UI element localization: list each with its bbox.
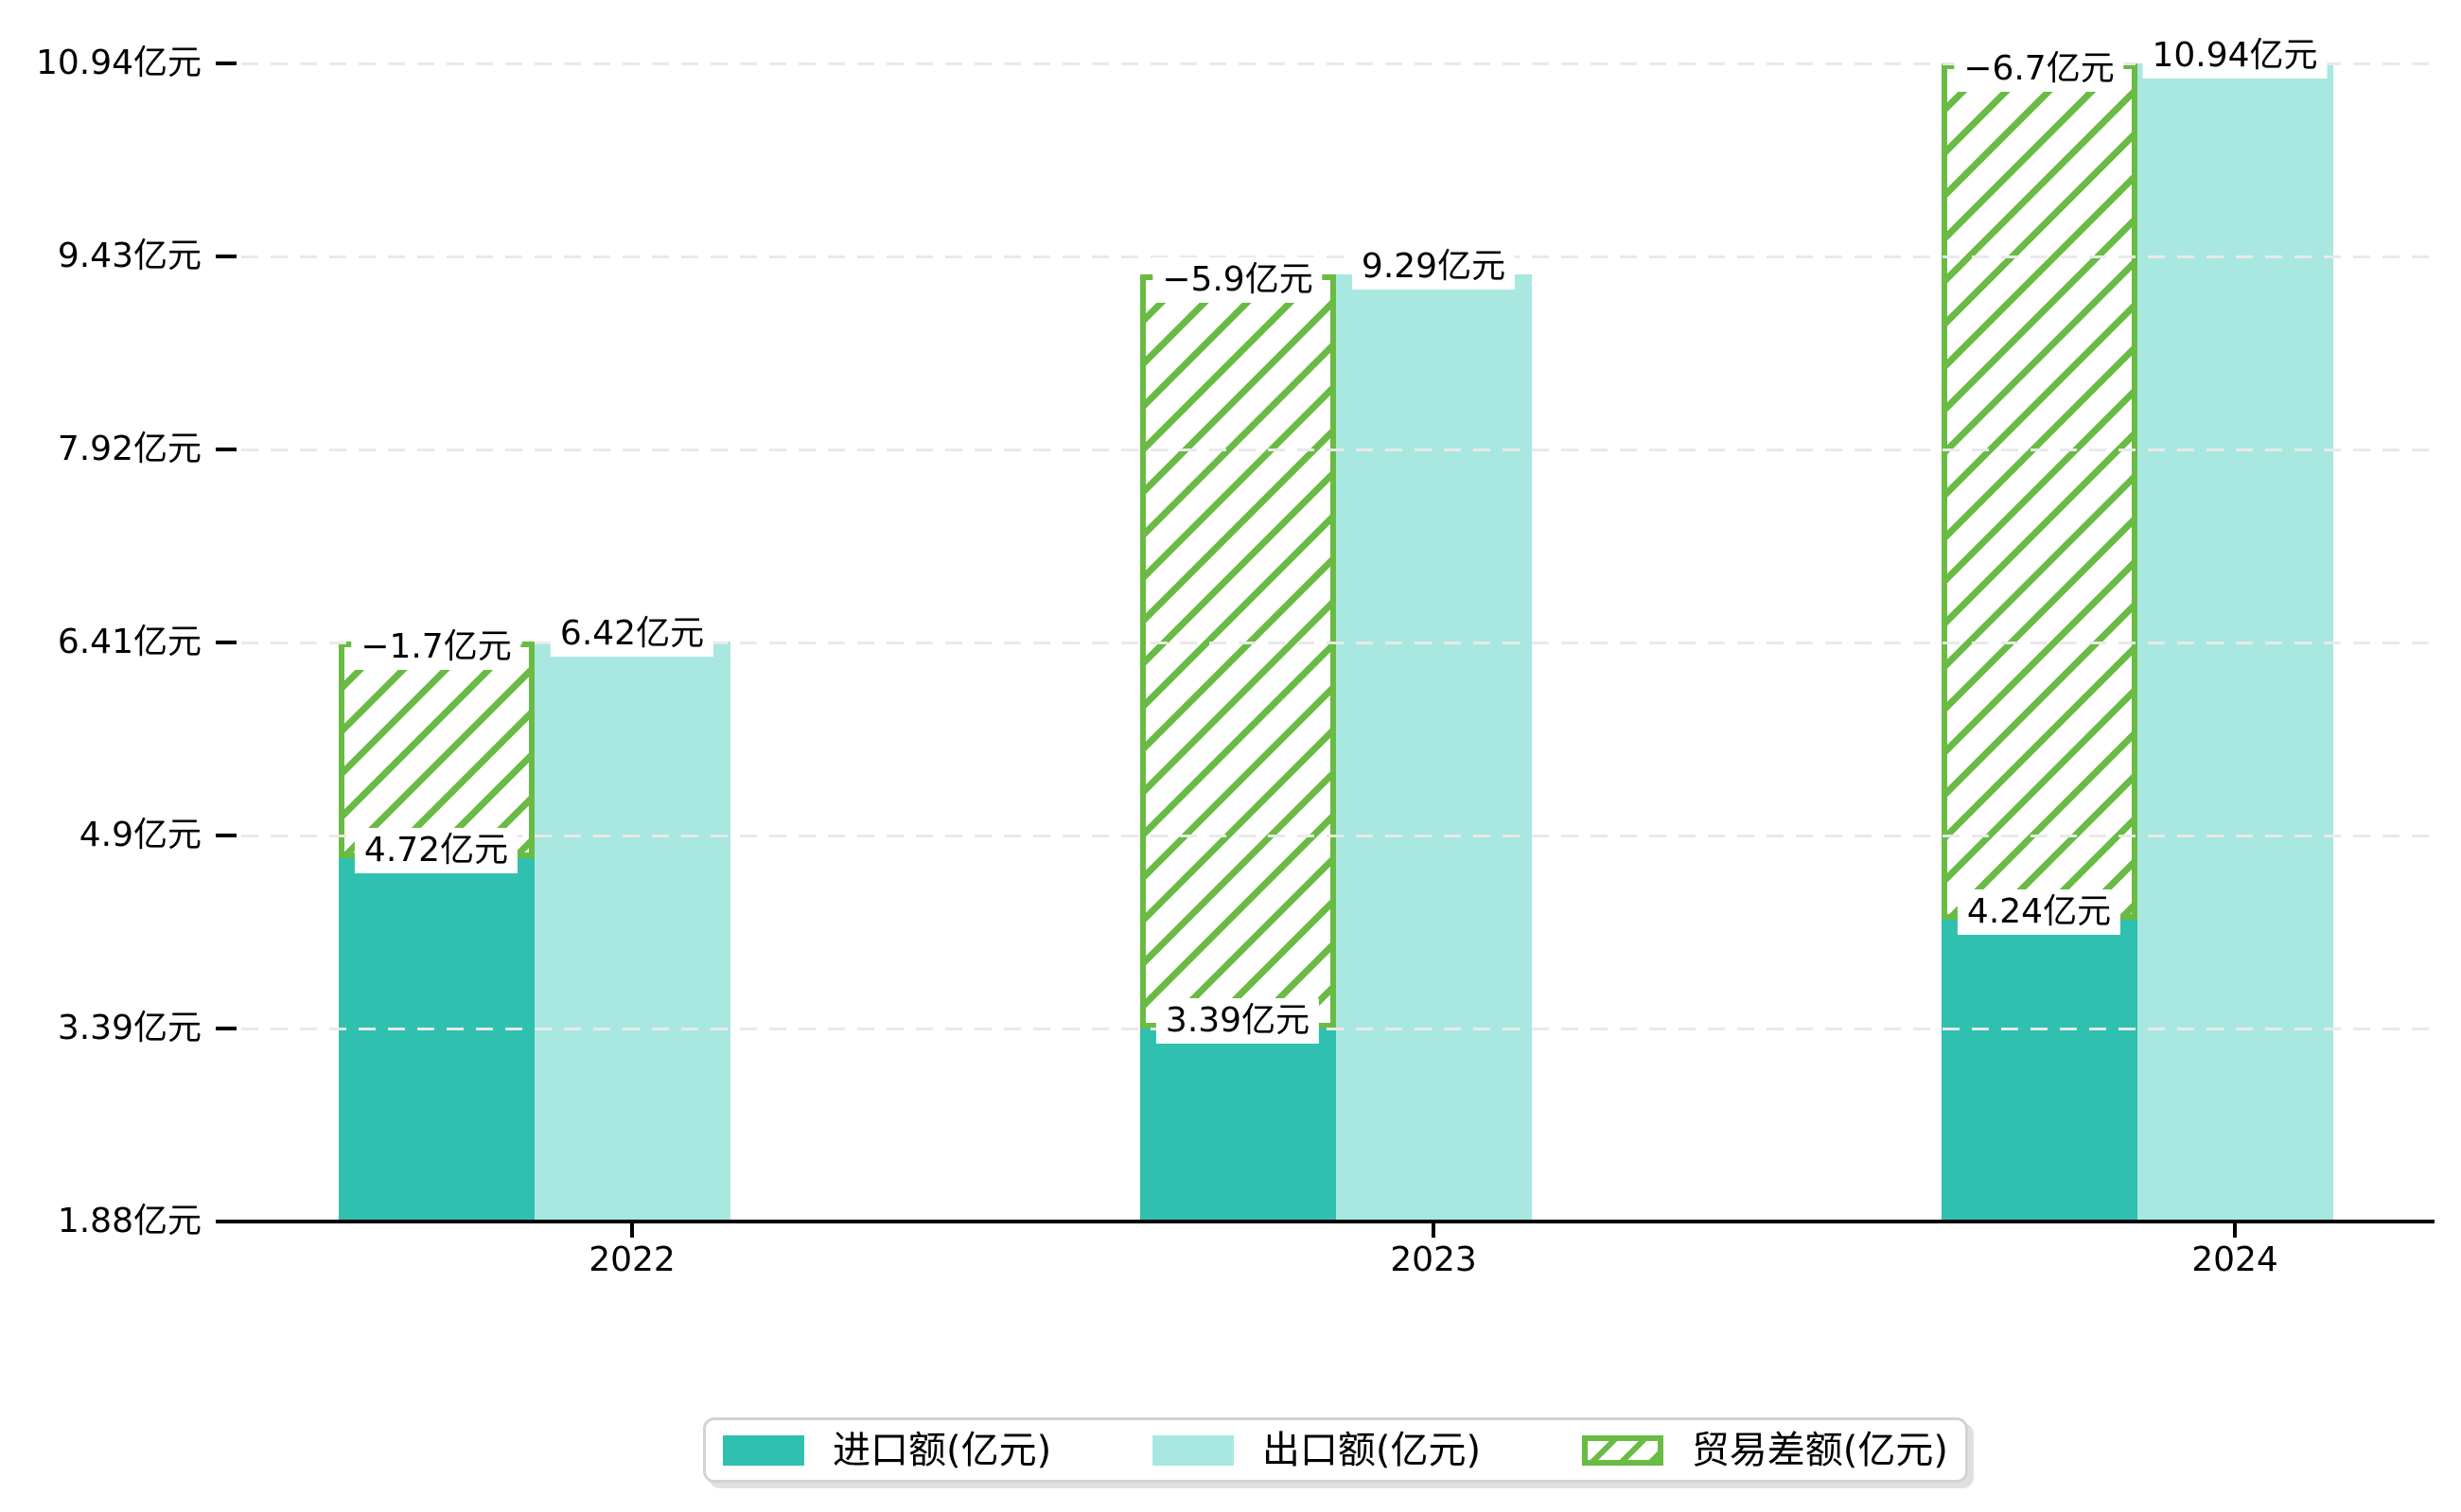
import-value-label-2022: 4.72亿元 (354, 828, 519, 874)
export-value-label-2022: 6.42亿元 (550, 610, 714, 657)
gridline-7.92 (241, 448, 2435, 451)
y-tick (216, 448, 237, 451)
gridline-9.43 (241, 255, 2435, 258)
y-axis-label: 1.88亿元 (57, 1202, 202, 1240)
trade-diff-value-label-2022: −1.7亿元 (351, 624, 521, 670)
export-bar-2023 (1335, 273, 1532, 1222)
legend-label-trade-diff: 贸易差额(亿元) (1691, 1428, 1948, 1472)
gridline-3.39 (241, 1027, 2435, 1030)
trade-diff-value-label-2024: −6.7亿元 (1954, 46, 2124, 92)
import-value-label-2023: 3.39亿元 (1155, 998, 1320, 1044)
trade-diff-value-label-2023: −5.9亿元 (1152, 256, 1323, 303)
import-value-label-2024: 4.24亿元 (1957, 889, 2121, 936)
y-axis-label: 7.92亿元 (57, 430, 202, 468)
y-axis-label: 6.41亿元 (57, 623, 202, 661)
x-axis-label-2024: 2024 (2191, 1240, 2278, 1279)
y-tick (216, 641, 237, 644)
legend-item-export: 出口额(亿元) (1151, 1428, 1482, 1472)
trade-diff-bar-2024 (1941, 63, 2137, 921)
gridline-4.9 (241, 834, 2435, 837)
gridline-6.41 (241, 641, 2435, 644)
y-tick (216, 255, 237, 258)
x-axis-label-2023: 2023 (1390, 1240, 1477, 1279)
x-axis-label-2022: 2022 (589, 1240, 676, 1279)
import-bar-2022 (338, 858, 535, 1222)
export-value-label-2024: 10.94亿元 (2142, 33, 2328, 79)
import-bar-2023 (1139, 1029, 1336, 1222)
legend-label-import: 进口额(亿元) (833, 1428, 1052, 1472)
import-swatch-icon (723, 1434, 804, 1466)
trade-diff-bar-2023 (1139, 273, 1336, 1029)
y-tick (216, 1027, 237, 1030)
legend-item-import: 进口额(亿元) (723, 1430, 1051, 1471)
import-bar-2024 (1941, 920, 2137, 1222)
y-axis-label: 3.39亿元 (57, 1009, 202, 1047)
export-swatch-icon (1151, 1434, 1234, 1466)
x-tick (630, 1222, 634, 1238)
y-tick (216, 62, 237, 65)
chart-legend: 进口额(亿元) 出口额(亿元) 贸易差额(亿元) (703, 1417, 1968, 1483)
y-axis-label: 10.94亿元 (35, 44, 202, 82)
y-axis-label: 4.9亿元 (79, 816, 202, 854)
legend-label-export: 出口额(亿元) (1261, 1428, 1482, 1472)
x-tick (2233, 1222, 2237, 1238)
trade-diff-hatch-swatch-icon (1581, 1434, 1663, 1466)
trade-diff-bar-2022 (338, 641, 535, 859)
x-axis-line (222, 1220, 2435, 1223)
y-tick (216, 834, 237, 837)
x-tick (1432, 1222, 1435, 1238)
export-bar-2022 (534, 641, 730, 1222)
legend-item-trade-diff: 贸易差额(亿元) (1581, 1428, 1948, 1472)
export-value-label-2023: 9.29亿元 (1351, 243, 1516, 290)
y-axis-label: 9.43亿元 (57, 237, 202, 275)
gridline-10.94 (241, 62, 2435, 65)
